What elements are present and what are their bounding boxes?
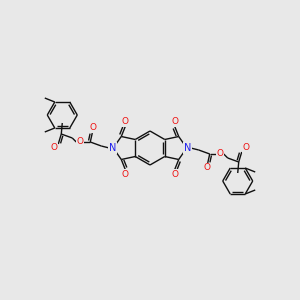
Text: N: N	[184, 143, 191, 153]
Text: O: O	[51, 143, 58, 152]
Text: O: O	[171, 170, 178, 179]
Text: O: O	[242, 143, 249, 152]
Text: O: O	[122, 170, 129, 179]
Text: O: O	[77, 137, 84, 146]
Text: O: O	[203, 164, 210, 172]
Text: O: O	[171, 117, 178, 126]
Text: N: N	[109, 143, 116, 153]
Text: O: O	[90, 124, 97, 133]
Text: O: O	[122, 117, 129, 126]
Text: O: O	[216, 149, 223, 158]
